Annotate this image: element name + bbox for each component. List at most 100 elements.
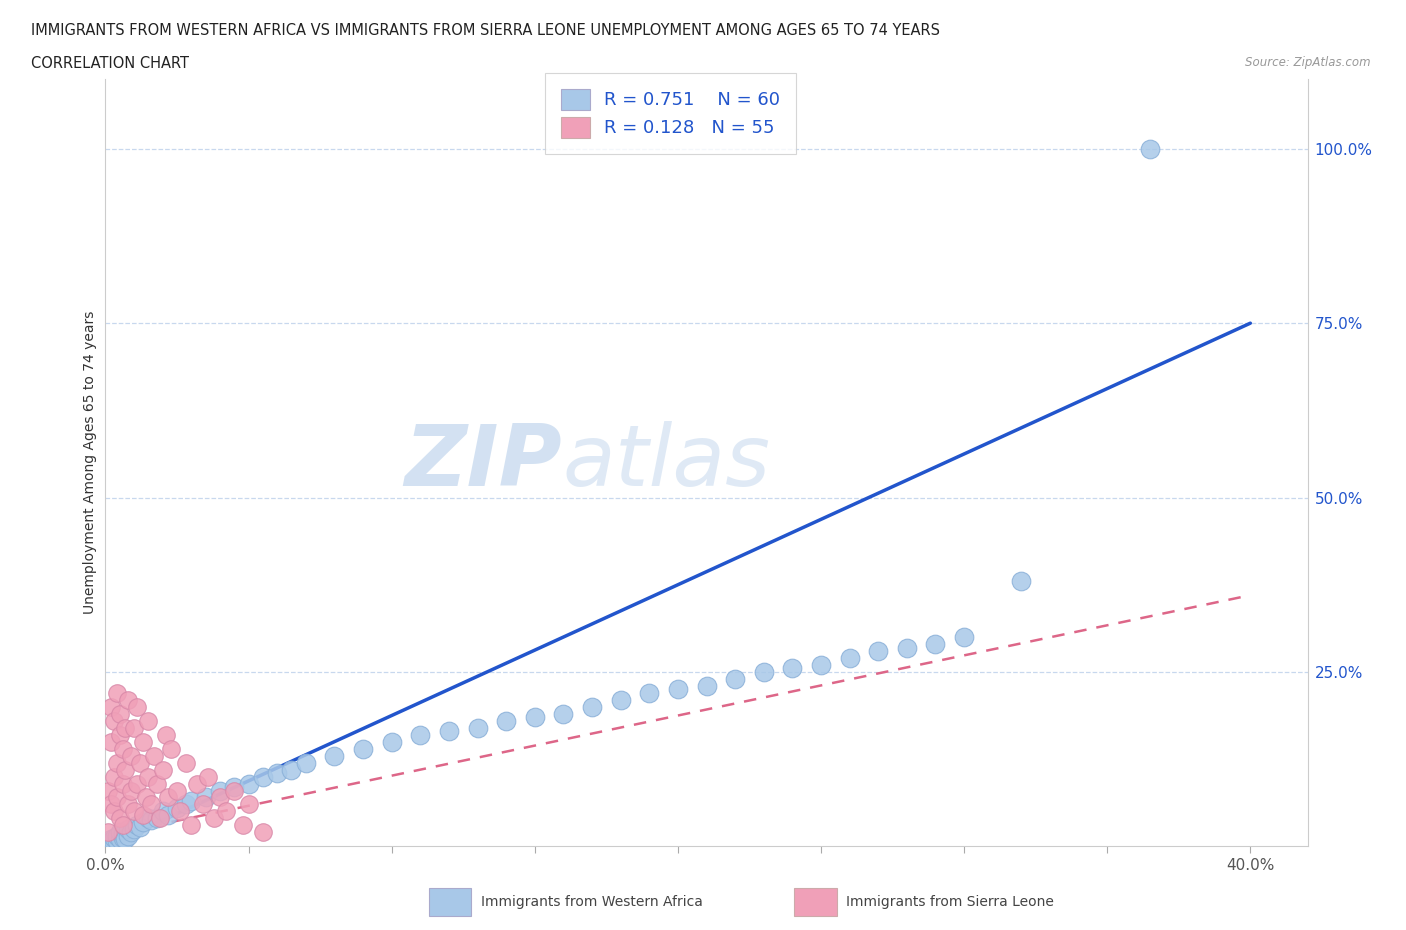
Point	[214, 804, 236, 819]
Point	[868, 644, 890, 658]
Point	[120, 825, 142, 840]
Point	[97, 783, 120, 798]
Point	[100, 832, 122, 847]
Point	[266, 765, 288, 780]
Point	[131, 815, 153, 830]
Text: Source: ZipAtlas.com: Source: ZipAtlas.com	[1246, 56, 1371, 69]
Point	[125, 818, 148, 833]
Point	[108, 707, 131, 722]
Point	[149, 811, 172, 826]
Point	[117, 829, 139, 844]
Point	[495, 713, 517, 728]
Point	[97, 835, 120, 850]
Point	[724, 671, 747, 686]
Point	[125, 776, 148, 790]
Point	[208, 783, 231, 798]
Point	[108, 811, 131, 826]
Point	[103, 835, 125, 850]
Point	[896, 640, 918, 655]
Point	[138, 811, 160, 826]
Point	[138, 713, 160, 728]
Point	[114, 763, 136, 777]
Point	[169, 804, 191, 819]
Point	[166, 783, 188, 798]
Point	[180, 818, 202, 833]
FancyBboxPatch shape	[794, 888, 837, 916]
Point	[122, 721, 145, 736]
Point	[117, 692, 139, 708]
Point	[120, 783, 142, 798]
Point	[111, 827, 134, 842]
Point	[581, 699, 603, 714]
Point	[128, 755, 150, 770]
Point	[100, 735, 122, 750]
Point	[105, 829, 128, 844]
Point	[224, 783, 246, 798]
Point	[105, 685, 128, 700]
Point	[953, 630, 976, 644]
Point	[1010, 574, 1032, 589]
Point	[252, 769, 274, 784]
Point	[105, 790, 128, 805]
Point	[108, 727, 131, 742]
Point	[553, 707, 575, 722]
Point	[111, 776, 134, 790]
Point	[224, 779, 246, 794]
Point	[467, 721, 489, 736]
Point	[838, 651, 860, 666]
Point	[105, 833, 128, 848]
Point	[409, 727, 432, 742]
Y-axis label: Unemployment Among Ages 65 to 74 years: Unemployment Among Ages 65 to 74 years	[83, 311, 97, 615]
Point	[105, 755, 128, 770]
Point	[252, 825, 274, 840]
Point	[194, 790, 217, 805]
Point	[160, 741, 183, 756]
Point	[111, 741, 134, 756]
Point	[114, 832, 136, 847]
Point	[191, 797, 214, 812]
Point	[666, 682, 689, 697]
Point	[208, 790, 231, 805]
Point	[197, 769, 219, 784]
Point	[117, 821, 139, 836]
Point	[810, 658, 832, 672]
Point	[111, 830, 134, 845]
Point	[152, 763, 174, 777]
Point	[180, 793, 202, 808]
Point	[280, 763, 302, 777]
Point	[125, 699, 148, 714]
Point	[138, 769, 160, 784]
Point	[523, 710, 546, 724]
Point	[131, 735, 153, 750]
Point	[323, 748, 346, 763]
Point	[141, 813, 163, 828]
Point	[146, 776, 169, 790]
Point	[1139, 141, 1161, 156]
FancyBboxPatch shape	[429, 888, 471, 916]
Point	[174, 755, 197, 770]
Point	[100, 797, 122, 812]
Point	[202, 811, 225, 826]
Point	[782, 661, 804, 676]
Point	[97, 825, 120, 840]
Point	[238, 797, 260, 812]
Point	[108, 832, 131, 847]
Point	[232, 818, 254, 833]
Point	[117, 797, 139, 812]
Point	[157, 807, 180, 822]
Point	[131, 807, 153, 822]
Point	[238, 776, 260, 790]
Point	[295, 755, 318, 770]
Point	[437, 724, 460, 738]
Point	[122, 804, 145, 819]
Point	[166, 801, 188, 816]
Point	[174, 797, 197, 812]
Text: atlas: atlas	[562, 421, 770, 504]
Point	[609, 692, 631, 708]
Point	[114, 721, 136, 736]
Point	[120, 748, 142, 763]
Point	[696, 679, 718, 694]
Point	[111, 818, 134, 833]
Point	[103, 830, 125, 845]
Text: CORRELATION CHART: CORRELATION CHART	[31, 56, 188, 71]
